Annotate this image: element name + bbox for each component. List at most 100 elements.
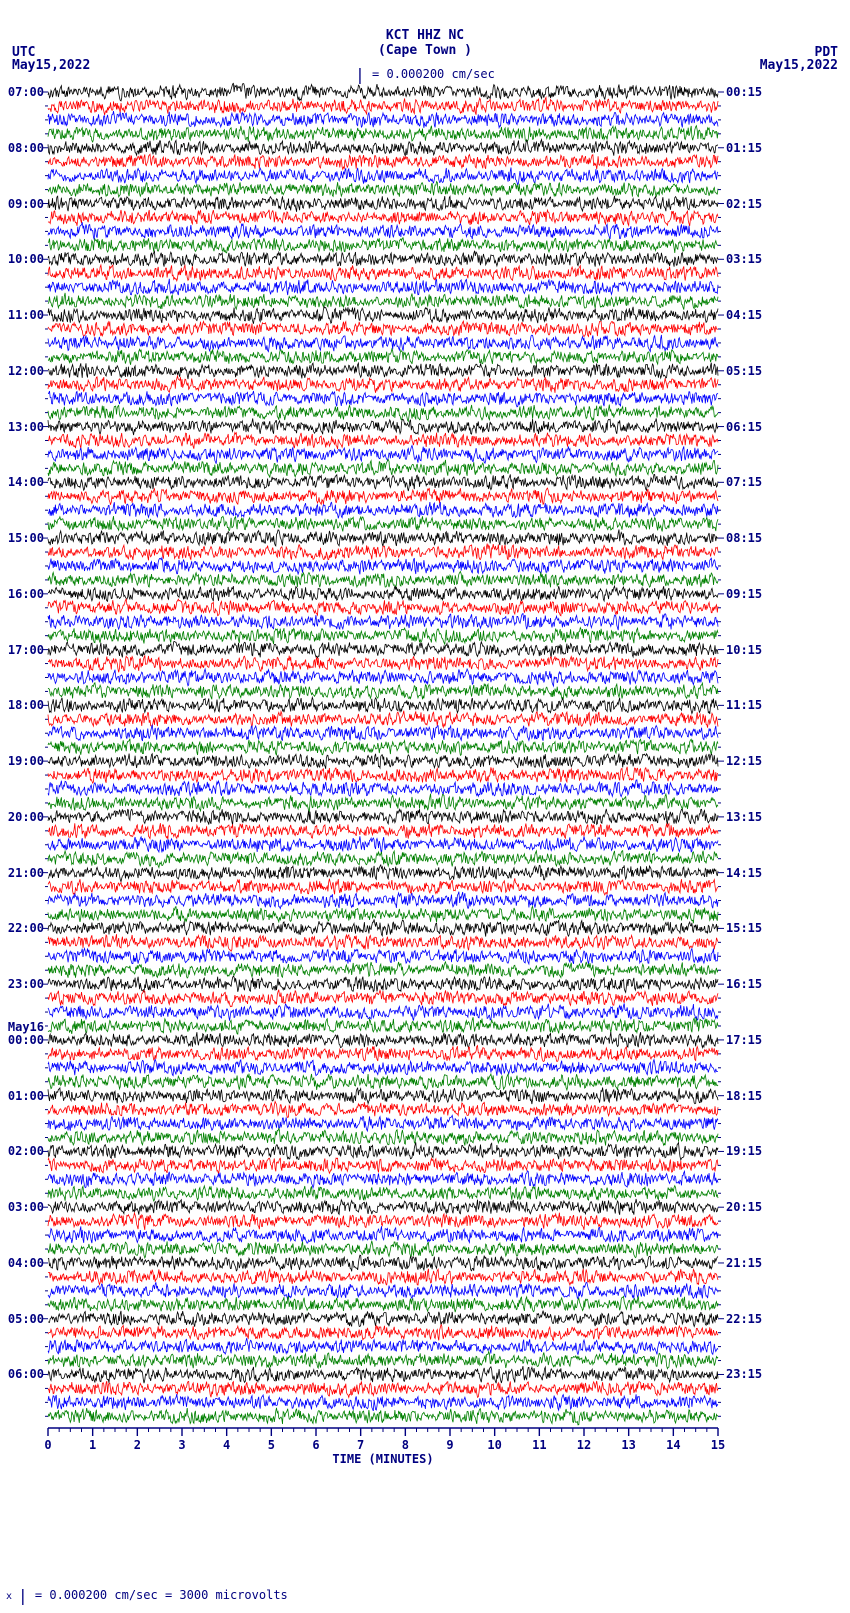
seismic-trace: [48, 599, 718, 616]
x-tick-label: 12: [577, 1438, 591, 1452]
seismic-trace: [48, 948, 718, 964]
x-tick-label: 4: [223, 1438, 230, 1452]
left-time-label: 08:00: [2, 141, 44, 155]
x-tick-label: 15: [711, 1438, 725, 1452]
left-time-label: 09:00: [2, 197, 44, 211]
left-time-label: 20:00: [2, 810, 44, 824]
x-tick-label: 1: [89, 1438, 96, 1452]
footer-scale: x | = 0.000200 cm/sec = 3000 microvolts: [6, 1586, 288, 1605]
seismic-trace: [48, 446, 718, 464]
seismic-trace: [48, 1142, 718, 1160]
seismic-trace: [48, 1226, 718, 1243]
right-time-label: 03:15: [726, 252, 776, 266]
right-time-label: 22:15: [726, 1312, 776, 1326]
seismic-trace: [48, 474, 718, 491]
right-time-label: 06:15: [726, 420, 776, 434]
x-tick-label: 6: [312, 1438, 319, 1452]
x-tick-label: 2: [134, 1438, 141, 1452]
right-time-label: 08:15: [726, 531, 776, 545]
day-label: May16: [2, 1020, 44, 1034]
left-time-label: 05:00: [2, 1312, 44, 1326]
seismic-trace: [48, 1199, 718, 1215]
left-time-label: 07:00: [2, 85, 44, 99]
left-time-label: 22:00: [2, 921, 44, 935]
seismic-trace: [48, 279, 718, 295]
seismic-trace: [48, 154, 718, 169]
seismic-trace: [48, 530, 718, 547]
left-time-label: 13:00: [2, 420, 44, 434]
x-tick-label: 14: [666, 1438, 680, 1452]
seismic-trace: [48, 851, 718, 868]
seismic-trace: [48, 307, 718, 324]
seismic-trace: [48, 1338, 718, 1354]
x-tick-label: 5: [268, 1438, 275, 1452]
seismic-trace: [48, 1158, 718, 1174]
right-time-label: 04:15: [726, 308, 776, 322]
seismic-trace: [48, 238, 718, 253]
seismic-trace: [48, 488, 718, 505]
seismic-trace: [48, 754, 718, 769]
left-time-label: 12:00: [2, 364, 44, 378]
left-time-label: 06:00: [2, 1367, 44, 1381]
seismic-trace: [48, 222, 718, 239]
seismic-trace: [48, 1059, 718, 1075]
right-time-label: 19:15: [726, 1144, 776, 1158]
right-time-label: 07:15: [726, 475, 776, 489]
seismic-trace: [48, 669, 718, 686]
right-time-label: 13:15: [726, 810, 776, 824]
seismic-trace: [48, 1074, 718, 1090]
left-time-label: 19:00: [2, 754, 44, 768]
x-tick-label: 7: [357, 1438, 364, 1452]
seismic-trace: [48, 823, 718, 839]
seismic-trace: [48, 1171, 718, 1188]
seismic-trace: [48, 780, 718, 797]
seismic-trace: [48, 363, 718, 379]
x-tick-label: 11: [532, 1438, 546, 1452]
seismic-trace: [48, 1032, 718, 1048]
right-time-label: 18:15: [726, 1089, 776, 1103]
seismic-trace: [48, 711, 718, 728]
seismic-trace: [48, 1003, 718, 1020]
seismic-trace: [48, 418, 718, 435]
seismic-trace: [48, 836, 718, 853]
left-time-label: 04:00: [2, 1256, 44, 1270]
seismic-trace: [48, 210, 718, 226]
right-time-label: 10:15: [726, 643, 776, 657]
right-time-label: 17:15: [726, 1033, 776, 1047]
x-tick-label: 0: [44, 1438, 51, 1452]
seismic-trace: [48, 614, 718, 631]
seismic-trace: [48, 376, 718, 393]
seismic-trace: [48, 934, 718, 951]
x-tick-label: 8: [402, 1438, 409, 1452]
left-time-label: 15:00: [2, 531, 44, 545]
left-time-label: 11:00: [2, 308, 44, 322]
seismic-trace: [48, 1381, 718, 1397]
seismic-trace: [48, 767, 718, 783]
left-time-label: 14:00: [2, 475, 44, 489]
seismic-trace: [48, 1115, 718, 1131]
left-time-label: 21:00: [2, 866, 44, 880]
seismic-trace: [48, 1213, 718, 1230]
right-time-label: 09:15: [726, 587, 776, 601]
seismic-trace: [48, 683, 718, 700]
seismic-trace: [48, 809, 718, 825]
seismic-trace: [48, 976, 718, 992]
seismic-trace: [48, 196, 718, 212]
seismic-trace: [48, 794, 718, 812]
right-time-label: 11:15: [726, 698, 776, 712]
seismic-trace: [48, 1046, 718, 1062]
seismic-trace: [48, 1408, 718, 1425]
seismogram-container: KCT HHZ NC (Cape Town ) | = 0.000200 cm/…: [0, 0, 850, 1613]
seismic-trace: [48, 293, 718, 310]
x-tick-label: 13: [621, 1438, 635, 1452]
seismic-trace: [48, 1241, 718, 1258]
seismic-trace: [48, 725, 718, 741]
seismic-trace: [48, 1311, 718, 1327]
right-time-label: 05:15: [726, 364, 776, 378]
seismic-trace: [48, 140, 718, 156]
seismic-trace: [48, 586, 718, 601]
seismic-trace: [48, 1296, 718, 1312]
seismic-trace: [48, 126, 718, 142]
seismic-trace: [48, 1366, 718, 1383]
seismic-trace: [48, 906, 718, 923]
